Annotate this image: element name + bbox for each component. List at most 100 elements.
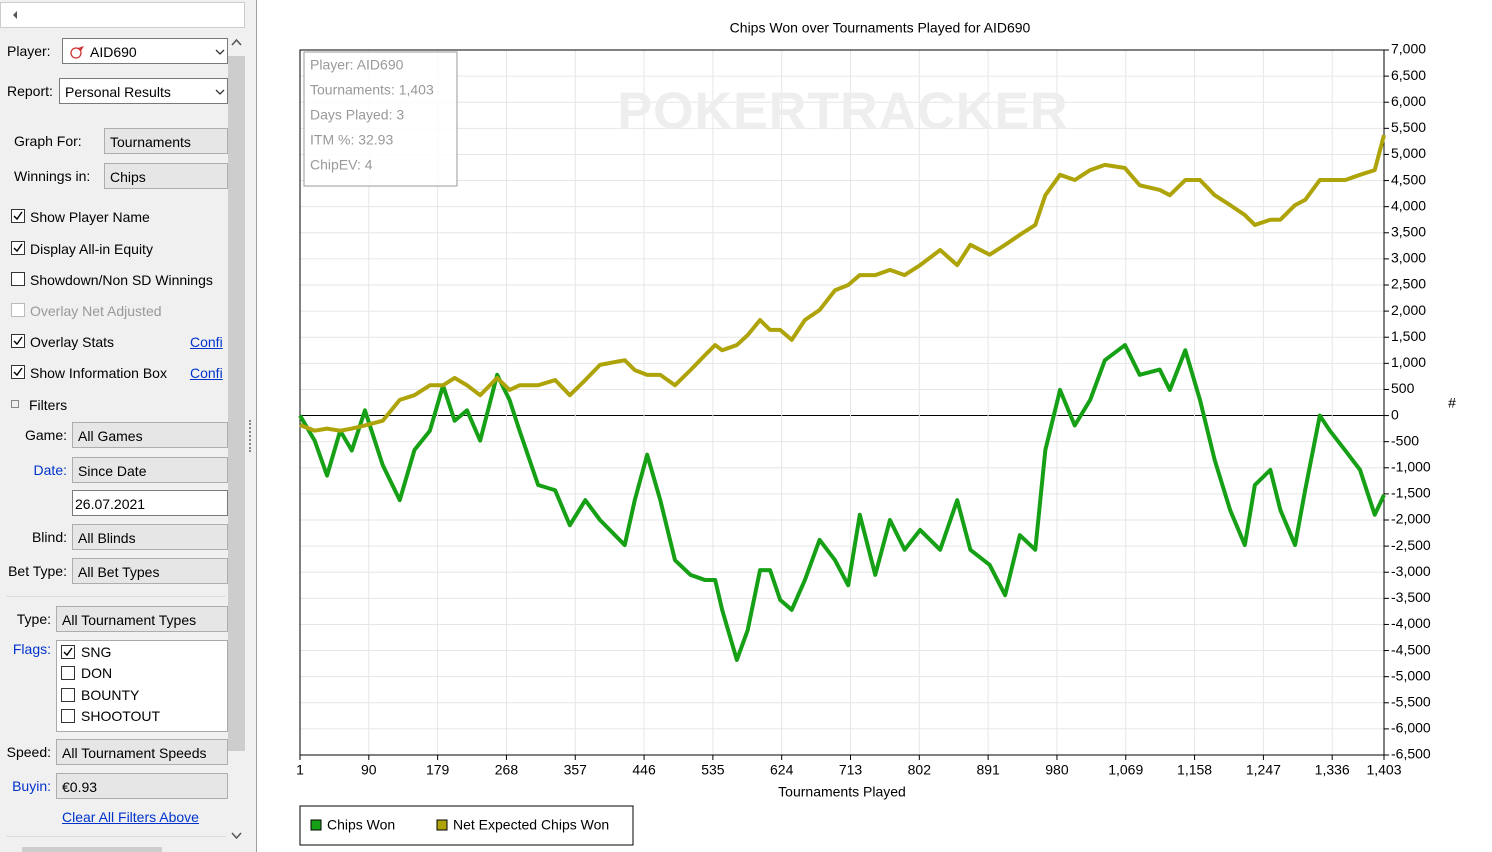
flags-label: Flags: xyxy=(12,641,51,657)
field-label: Winnings in: xyxy=(14,168,91,184)
y-tick-label: -4,500 xyxy=(1391,641,1431,657)
y-tick-label: -5,000 xyxy=(1391,667,1431,683)
filter-label: Date: xyxy=(33,462,67,478)
flag-label[interactable]: DON xyxy=(81,665,113,682)
filter-dropdown[interactable]: €0.93 xyxy=(56,773,228,799)
divider xyxy=(6,596,226,597)
legend-label: Chips Won xyxy=(327,817,395,833)
x-tick-label: 268 xyxy=(495,762,519,778)
y-tick-label: 5,500 xyxy=(1391,119,1426,135)
y-tick-label: 7,000 xyxy=(1391,41,1426,57)
filter-label: Blind: xyxy=(31,529,67,545)
flag-label[interactable]: SNG xyxy=(81,644,112,660)
scrollbar[interactable] xyxy=(228,34,245,852)
y-tick-label: 6,500 xyxy=(1391,67,1426,83)
y-tick-label: 0 xyxy=(1391,406,1399,422)
y-tick-label: 4,500 xyxy=(1391,171,1426,187)
y-tick-label: -3,500 xyxy=(1391,589,1431,605)
field-label: Player: xyxy=(7,43,51,59)
field-label: Graph For: xyxy=(14,133,82,149)
legend-label: Net Expected Chips Won xyxy=(453,817,609,833)
field-dropdown[interactable]: Chips xyxy=(104,163,228,189)
info-line: Player: AID690 xyxy=(310,57,404,73)
info-box xyxy=(303,51,458,187)
x-tick-label: 624 xyxy=(770,762,794,778)
option-label[interactable]: Showdown/Non SD Winnings xyxy=(30,272,213,288)
legend-box xyxy=(299,805,634,846)
splitter-grip[interactable] xyxy=(249,420,254,452)
flag-label[interactable]: SHOOTOUT xyxy=(81,707,161,724)
flag-label[interactable]: BOUNTY xyxy=(81,686,140,703)
y-tick-label: 4,000 xyxy=(1391,197,1426,213)
x-tick-label: 980 xyxy=(1045,762,1069,778)
x-tick-label: 1,247 xyxy=(1246,762,1281,778)
x-axis-label: Tournaments Played xyxy=(778,784,906,800)
y-tick-label: -500 xyxy=(1391,432,1419,448)
config-link[interactable]: Confi xyxy=(190,365,223,381)
field-dropdown[interactable]: Tournaments xyxy=(104,128,228,154)
option-label[interactable]: Show Information Box xyxy=(30,365,167,381)
h-scroll-thumb[interactable] xyxy=(22,847,162,852)
nav-bar[interactable] xyxy=(0,2,245,28)
date-input[interactable]: 26.07.2021 xyxy=(72,490,228,516)
y-tick-label: -1,000 xyxy=(1391,458,1431,474)
filter-dropdown[interactable]: All Tournament Types xyxy=(56,606,228,632)
legend-swatch xyxy=(436,819,448,831)
option-checkbox[interactable] xyxy=(11,272,25,286)
clear-filters-link[interactable]: Clear All Filters Above xyxy=(62,809,199,825)
filter-dropdown[interactable]: All Tournament Speeds xyxy=(56,739,228,765)
y-tick-label: 2,500 xyxy=(1391,276,1426,292)
dropdown-arrow xyxy=(215,49,225,55)
field-dropdown[interactable]: AID690 xyxy=(62,38,228,64)
filter-dropdown[interactable]: All Blinds xyxy=(72,524,228,550)
filters-collapse[interactable] xyxy=(11,400,19,408)
option-label[interactable]: Show Player Name xyxy=(30,209,150,225)
option-label[interactable]: Overlay Stats xyxy=(30,334,115,350)
legend-swatch xyxy=(310,819,322,831)
divider xyxy=(6,836,226,837)
chart: Chips Won over Tournaments Played for AI… xyxy=(296,20,1456,846)
x-tick-label: 357 xyxy=(564,762,588,778)
y-tick-label: -2,500 xyxy=(1391,537,1431,553)
x-tick-label: 90 xyxy=(361,762,377,778)
back-arrow xyxy=(13,11,17,19)
filter-dropdown[interactable]: All Bet Types xyxy=(72,558,228,584)
option-label[interactable]: Display All-in Equity xyxy=(30,241,153,257)
option-checkbox[interactable] xyxy=(11,241,25,255)
chart-title: Chips Won over Tournaments Played for AI… xyxy=(730,20,1031,36)
x-tick-label: 891 xyxy=(976,762,1000,778)
y-tick-label: 500 xyxy=(1391,380,1415,396)
flag-checkbox[interactable] xyxy=(61,687,75,702)
option-checkbox[interactable] xyxy=(11,334,25,348)
filter-label: Speed: xyxy=(6,744,51,760)
series-line xyxy=(298,343,1386,662)
filter-dropdown[interactable]: Since Date xyxy=(72,457,228,483)
option-checkbox[interactable] xyxy=(11,365,25,379)
x-tick-label: 446 xyxy=(632,762,656,778)
info-line: ChipEV: 4 xyxy=(310,157,373,173)
flags-list[interactable] xyxy=(56,640,228,732)
check-mark xyxy=(63,647,73,657)
config-link[interactable]: Confi xyxy=(190,334,223,350)
option-checkbox[interactable] xyxy=(11,209,25,223)
flag-checkbox[interactable] xyxy=(61,645,75,659)
y-axis-label: # xyxy=(1448,395,1456,411)
flag-checkbox[interactable] xyxy=(61,708,75,723)
filter-dropdown[interactable]: All Games xyxy=(72,422,228,448)
chart-group: Chips Won over Tournaments Played for AI… xyxy=(296,20,1456,846)
y-tick-label: -3,000 xyxy=(1391,563,1431,579)
flag-checkbox[interactable] xyxy=(61,666,75,681)
x-tick-label: 1 xyxy=(296,762,304,778)
filter-label: Type: xyxy=(16,611,51,627)
y-tick-label: -1,500 xyxy=(1391,485,1431,501)
info-line: Days Played: 3 xyxy=(310,107,404,123)
field-dropdown[interactable]: Personal Results xyxy=(59,78,228,104)
filter-label: Game: xyxy=(24,427,67,443)
x-tick-label: 179 xyxy=(426,762,450,778)
filter-label: Bet Type: xyxy=(8,563,67,579)
field-label: Report: xyxy=(7,83,53,99)
y-tick-label: -6,000 xyxy=(1391,720,1431,736)
info-line: Tournaments: 1,403 xyxy=(310,82,434,98)
filters-title: Filters xyxy=(29,397,68,413)
